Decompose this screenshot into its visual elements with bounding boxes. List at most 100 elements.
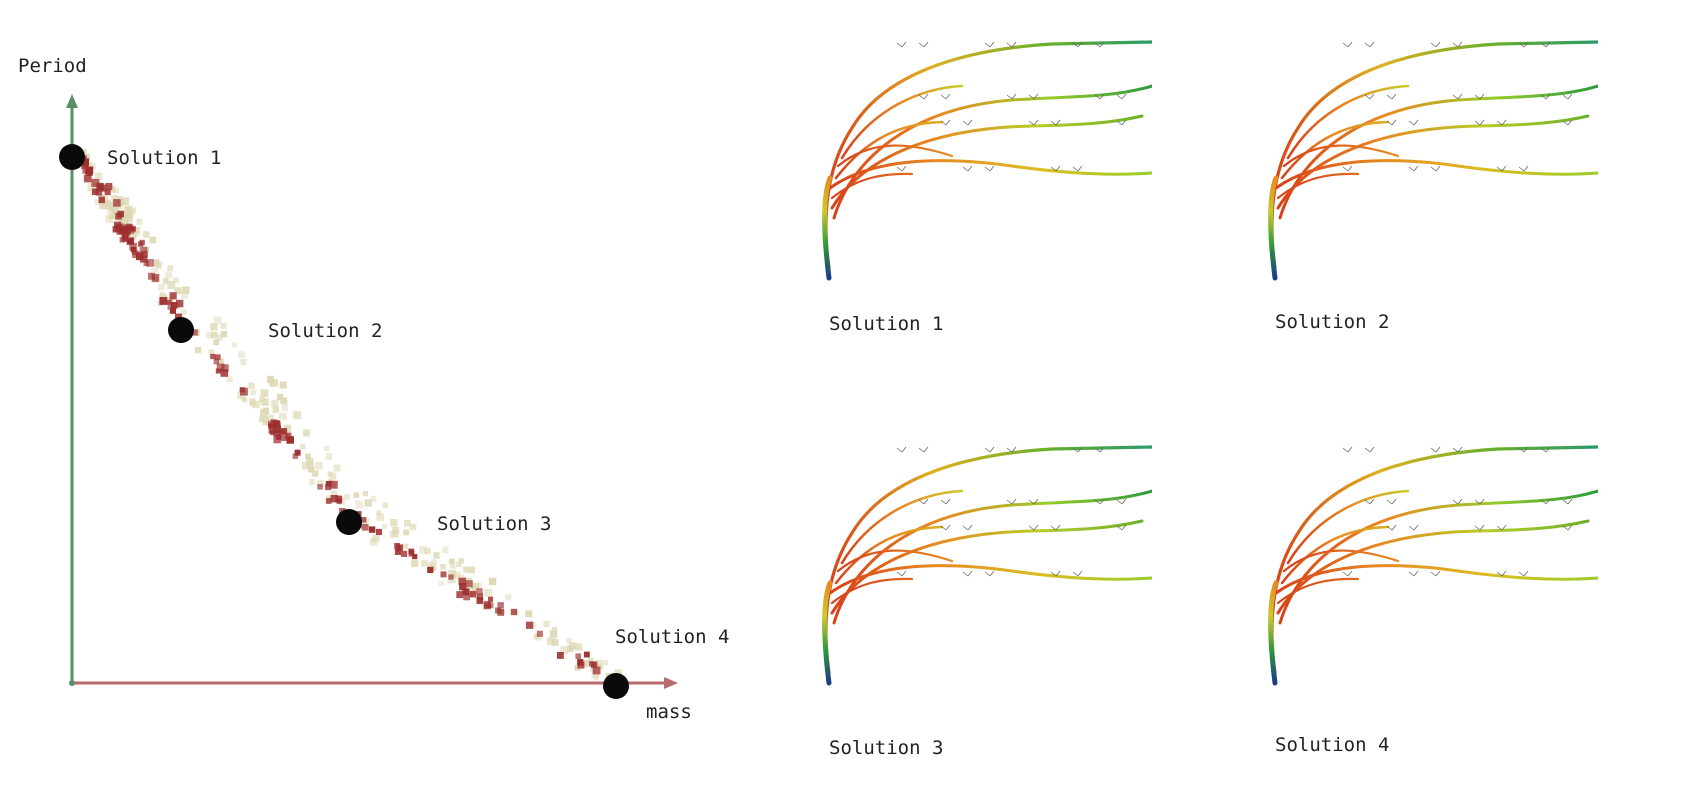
population-point bbox=[165, 271, 173, 279]
shape-twig bbox=[1094, 41, 1105, 48]
population-point bbox=[362, 491, 369, 497]
population-point bbox=[568, 642, 577, 650]
shape-twig bbox=[896, 570, 907, 577]
population-point bbox=[268, 414, 275, 420]
pareto-point bbox=[130, 246, 136, 252]
pareto-point bbox=[139, 239, 145, 246]
shape-twig bbox=[1028, 498, 1039, 505]
population-point bbox=[130, 233, 137, 240]
shape-twig bbox=[940, 524, 951, 531]
solution-4-label: Solution 4 bbox=[615, 626, 729, 648]
population-point bbox=[252, 400, 260, 409]
pareto-point bbox=[591, 661, 598, 668]
shape-twig bbox=[1028, 93, 1039, 100]
shape-twig bbox=[1408, 570, 1419, 577]
solution-3-marker bbox=[336, 509, 362, 535]
population-point bbox=[552, 626, 558, 632]
population-point bbox=[448, 570, 457, 578]
shape-solution-3 bbox=[822, 445, 1152, 686]
solution-3-label: Solution 3 bbox=[437, 513, 551, 535]
shape-twig bbox=[1028, 119, 1039, 126]
population-point bbox=[110, 206, 118, 214]
population-point bbox=[614, 669, 623, 677]
pareto-point bbox=[412, 554, 418, 560]
shape-branch bbox=[1278, 489, 1598, 625]
pareto-point bbox=[213, 358, 219, 365]
population-point bbox=[278, 412, 287, 421]
population-point bbox=[392, 529, 399, 537]
pareto-point bbox=[286, 436, 294, 444]
population-point bbox=[424, 547, 431, 555]
population-point bbox=[450, 563, 456, 569]
solution-4-marker bbox=[603, 673, 629, 699]
population-point bbox=[302, 429, 310, 437]
shape-branch bbox=[840, 489, 964, 565]
population-point bbox=[438, 580, 444, 586]
population-point bbox=[325, 453, 333, 460]
population-point bbox=[593, 674, 599, 681]
shape-branch bbox=[828, 159, 1152, 190]
pareto-point bbox=[167, 302, 175, 310]
population-point bbox=[404, 520, 411, 527]
population-point bbox=[574, 664, 581, 671]
shape-twig bbox=[1496, 119, 1507, 126]
shape-twig bbox=[1072, 41, 1083, 48]
shape-twig bbox=[962, 165, 973, 172]
population-point bbox=[124, 205, 133, 214]
shape-twig bbox=[1518, 570, 1529, 577]
pareto-point bbox=[476, 597, 484, 604]
shape-twig bbox=[1072, 165, 1083, 172]
shape-twig bbox=[984, 165, 995, 172]
pareto-point bbox=[91, 178, 100, 187]
shape-twig bbox=[1050, 524, 1061, 531]
shape-twig bbox=[1342, 165, 1353, 172]
pareto-point bbox=[375, 528, 382, 535]
pareto-point bbox=[368, 526, 376, 533]
shape-solution-2 bbox=[1268, 40, 1598, 281]
shape-twig bbox=[896, 446, 907, 453]
pareto-point bbox=[360, 517, 367, 523]
population-point bbox=[411, 559, 419, 567]
pareto-point bbox=[167, 299, 172, 305]
pareto-point bbox=[276, 434, 282, 440]
shape-twig bbox=[1006, 498, 1017, 505]
population-point bbox=[583, 660, 590, 667]
shape-twig bbox=[1562, 93, 1573, 100]
pareto-point bbox=[329, 480, 338, 489]
population-point bbox=[89, 163, 96, 169]
population-point bbox=[86, 162, 93, 169]
pareto-point bbox=[122, 235, 129, 242]
pareto-point bbox=[577, 659, 584, 666]
pareto-point bbox=[83, 174, 92, 183]
population-point bbox=[566, 638, 572, 644]
population-point bbox=[143, 231, 150, 238]
pareto-point bbox=[117, 223, 124, 230]
shape-twig bbox=[1408, 165, 1419, 172]
population-point bbox=[267, 375, 275, 383]
population-point bbox=[227, 376, 233, 383]
population-point bbox=[419, 546, 427, 554]
population-point bbox=[315, 461, 323, 470]
shape-twig bbox=[1452, 446, 1463, 453]
pareto-point bbox=[136, 252, 144, 261]
population-point bbox=[216, 358, 224, 366]
population-point bbox=[595, 660, 603, 668]
shape-branch bbox=[1274, 159, 1598, 190]
population-point bbox=[125, 210, 134, 219]
pareto-point bbox=[216, 363, 225, 372]
pareto-point bbox=[113, 221, 122, 229]
y-axis-arrowhead bbox=[66, 94, 78, 108]
pareto-point bbox=[525, 621, 534, 629]
population-point bbox=[231, 342, 238, 348]
population-point bbox=[382, 524, 388, 530]
axis-origin bbox=[69, 680, 75, 686]
pareto-point bbox=[130, 226, 136, 232]
pareto-point bbox=[448, 574, 454, 580]
population-point bbox=[453, 571, 461, 579]
pareto-point bbox=[488, 596, 494, 602]
population-point bbox=[271, 399, 279, 408]
population-point bbox=[309, 479, 315, 485]
shape-twig bbox=[1452, 41, 1463, 48]
population-point bbox=[136, 218, 143, 225]
